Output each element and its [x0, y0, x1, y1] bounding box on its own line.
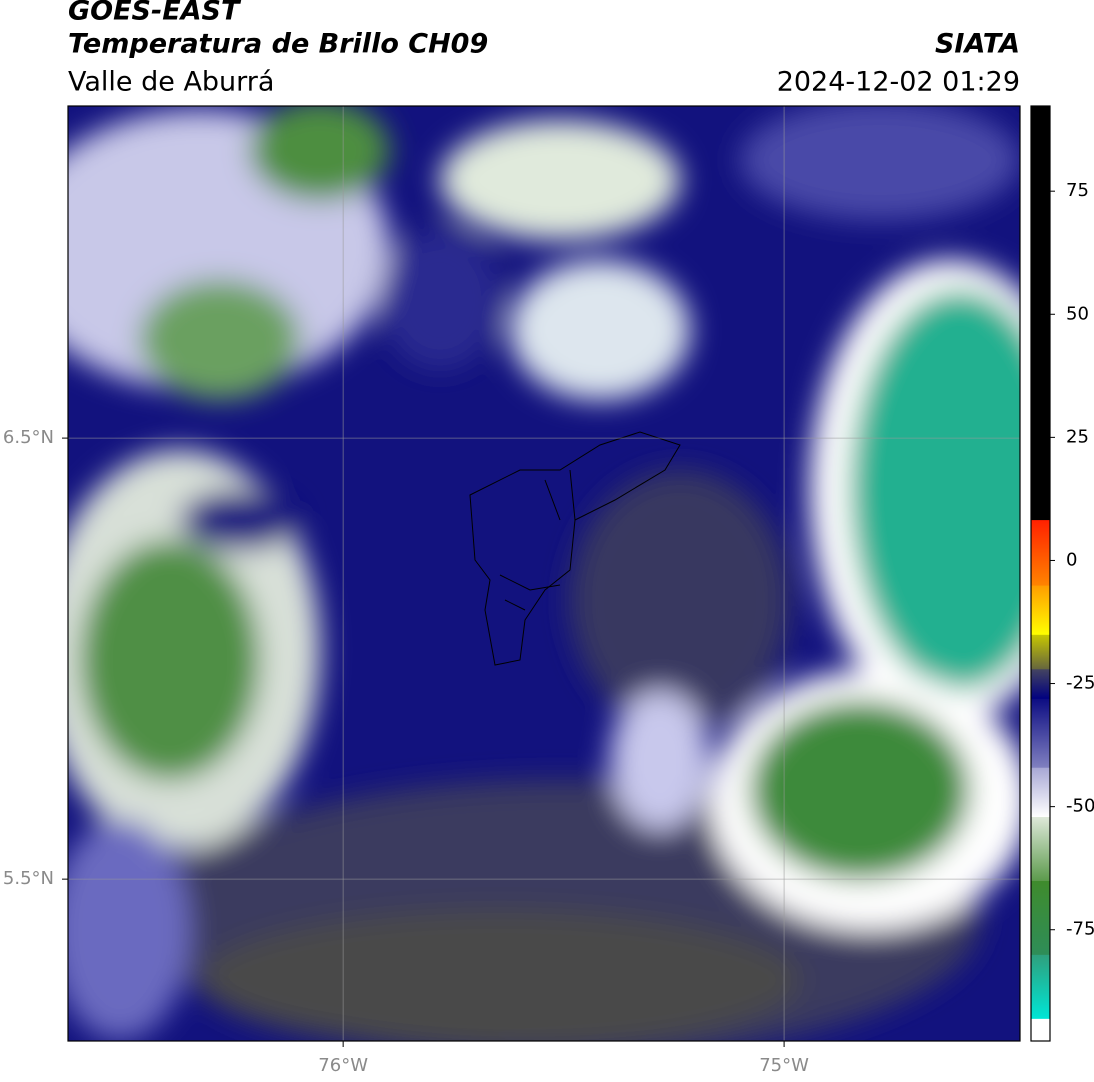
colorbar-segment [1031, 519, 1050, 586]
colorbar-tick-label: 25 [1066, 426, 1089, 447]
colorbar-tick-label: 50 [1066, 303, 1089, 324]
timestamp: 2024-12-02 01:29 [777, 67, 1020, 98]
grid [68, 106, 1020, 1041]
colorbar-tick-label: -25 [1066, 673, 1094, 694]
colorbar-segment [1031, 585, 1050, 635]
satellite-field [68, 106, 1020, 1041]
product: Temperatura de Brillo CH09 [68, 29, 488, 60]
colorbar-segment [1031, 106, 1050, 521]
y-tick-label: 5.5°N [3, 868, 54, 889]
colorbar-tick-label: 0 [1066, 549, 1077, 570]
colorbar-segment [1031, 698, 1050, 768]
colorbar-segment [1031, 634, 1050, 670]
colorbar-segment [1031, 767, 1050, 817]
colorbar-tick-label: -50 [1066, 796, 1094, 817]
organization: SIATA [935, 29, 1020, 60]
colorbar-tick-label: -75 [1066, 919, 1094, 940]
colorbar-tick-label: 75 [1066, 180, 1089, 201]
region: Valle de Aburrá [68, 67, 274, 98]
colorbar-segment [1031, 880, 1050, 955]
colorbar [1031, 106, 1050, 1042]
x-tick-label: 76°W [318, 1055, 368, 1076]
colorbar-segment [1031, 668, 1050, 699]
map-frame [67, 105, 1021, 1042]
colorbar-segment [1031, 816, 1050, 881]
satellite: GOES-EAST [68, 0, 242, 27]
colorbar-frame [1030, 105, 1051, 1042]
x-tick-label: 75°W [759, 1055, 809, 1076]
y-tick-label: 6.5°N [3, 427, 54, 448]
colorbar-segment [1031, 954, 1050, 1019]
colorbar-segment [1031, 1018, 1050, 1042]
